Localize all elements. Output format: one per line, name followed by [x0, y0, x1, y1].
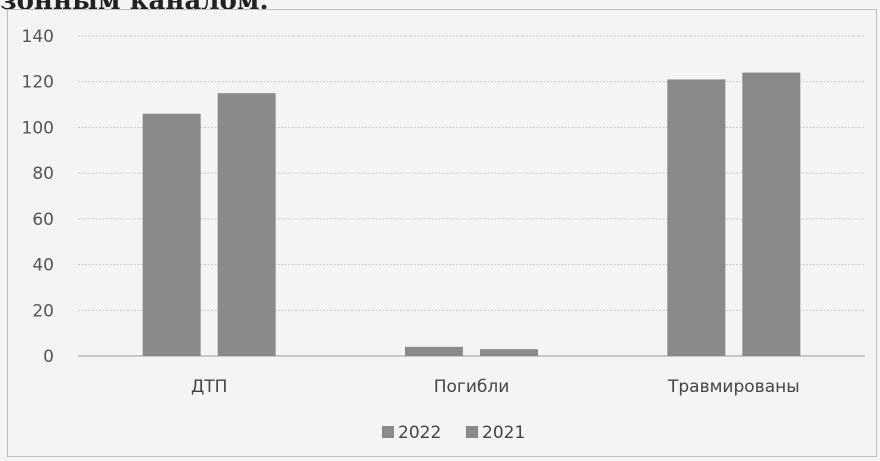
- legend-swatch-2022: [382, 426, 394, 438]
- x-axis-categories: ДТП Погибли Травмированы: [191, 377, 800, 397]
- y-tick-label: 80: [32, 164, 54, 184]
- x-category-label: Травмированы: [667, 377, 800, 397]
- y-tick-label: 0: [43, 347, 54, 367]
- bars: [142, 72, 801, 357]
- y-axis-ticks: 0 20 40 60 80 100 120 140: [22, 27, 54, 367]
- legend-label-2022: 2022: [398, 423, 441, 443]
- bar-2022-0: [142, 113, 201, 356]
- bar-2021-1: [480, 349, 538, 356]
- legend-swatch-2021: [466, 426, 478, 438]
- y-tick-label: 140: [22, 27, 54, 47]
- y-tick-label: 40: [32, 256, 54, 276]
- y-tick-label: 60: [32, 210, 54, 230]
- gridlines: [78, 35, 865, 357]
- legend-label-2021: 2021: [482, 423, 525, 443]
- bar-2021-0: [217, 93, 276, 357]
- y-tick-label: 100: [22, 118, 54, 138]
- chart-frame: [7, 9, 877, 457]
- x-category-label: Погибли: [434, 377, 510, 397]
- y-tick-label: 120: [22, 73, 54, 93]
- bar-2022-2: [667, 79, 726, 356]
- bar-2022-1: [405, 346, 463, 356]
- y-tick-label: 20: [32, 301, 54, 321]
- x-category-label: ДТП: [191, 377, 227, 397]
- legend: 2022 2021: [382, 423, 525, 443]
- bar-2021-2: [742, 72, 801, 357]
- cut-off-heading-text: зонным каналом.: [0, 0, 269, 16]
